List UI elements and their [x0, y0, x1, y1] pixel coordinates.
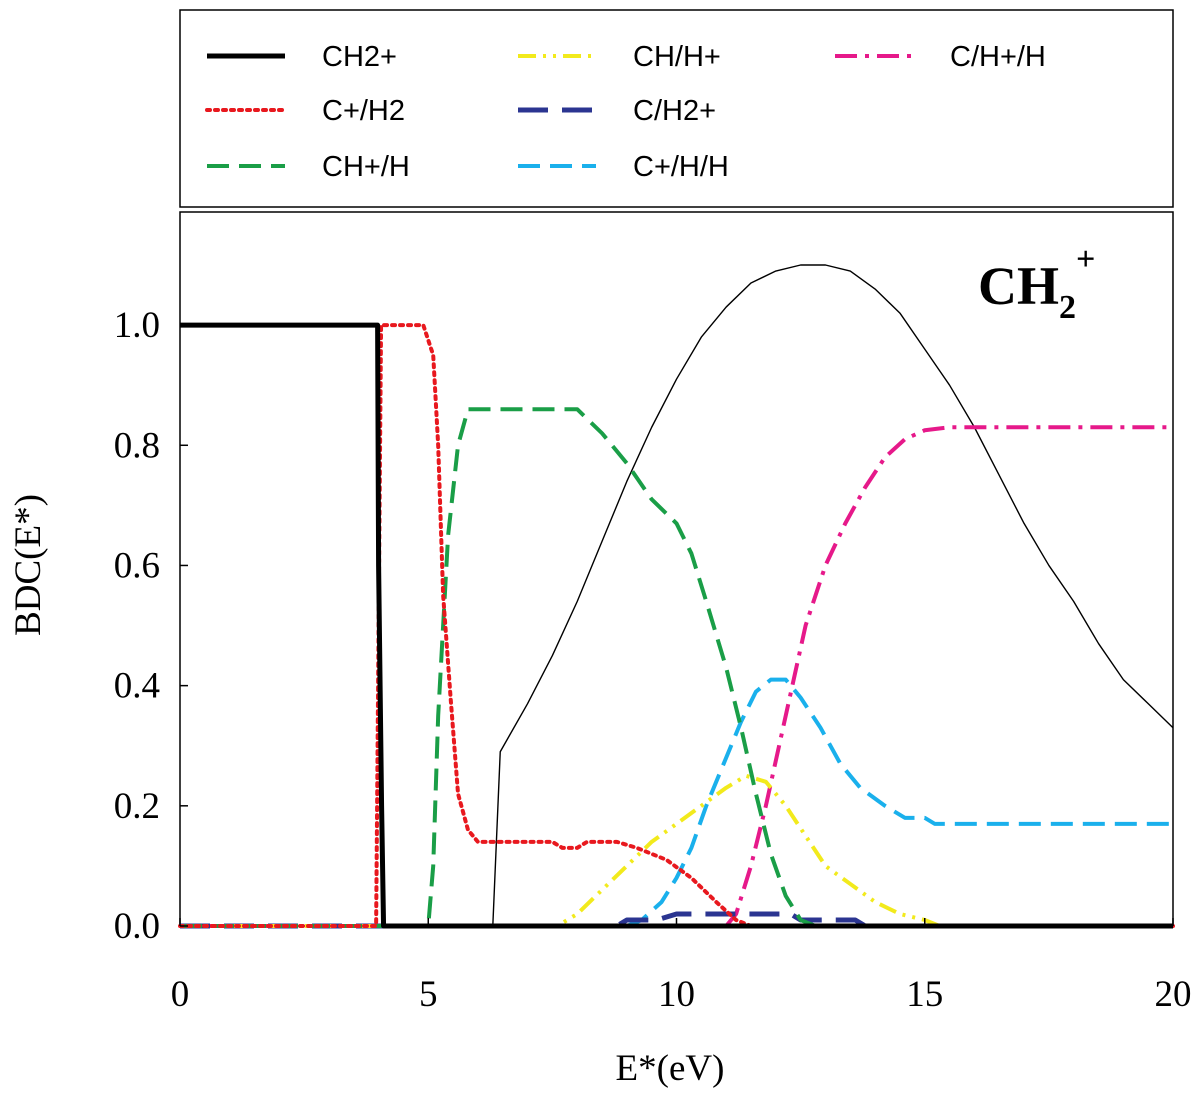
y-tick-label: 0.0	[114, 906, 160, 947]
formula-subscript: 2	[1059, 289, 1076, 326]
legend-label: CH+/H	[322, 151, 410, 183]
y-tick-label: 0.2	[114, 786, 160, 827]
legend-entry-c-h-h: C/H+/H	[835, 41, 1046, 73]
legend-label: CH2+	[322, 41, 397, 73]
plot-frame	[179, 211, 1174, 927]
y-tick-label: 1.0	[114, 305, 160, 346]
y-axis-title: BDC(E*)	[8, 494, 49, 636]
series-line-ch2	[180, 322, 1173, 929]
legend: CH2+ C+/H2 CH+/H CH/H+ C/H2+ C+/H/H C/H+/H	[205, 41, 1046, 183]
series-layer	[178, 264, 1175, 929]
x-tick-label: 10	[658, 974, 695, 1015]
legend-entry-ch-h: CH+/H	[207, 151, 410, 183]
x-tick-label: 0	[171, 974, 190, 1015]
x-tick-label: 15	[906, 974, 943, 1015]
legend-box	[179, 9, 1174, 208]
legend-entry-ch2: CH2+	[207, 41, 397, 73]
series-line-c-h2	[178, 323, 1175, 928]
series-line-ch-h	[180, 407, 1173, 928]
y-tick-label: 0.6	[114, 545, 160, 586]
legend-label: C/H+/H	[950, 41, 1046, 73]
y-tick-label: 0.4	[114, 666, 160, 707]
x-axis-title: E*(eV)	[616, 1048, 725, 1089]
formula-annotation: CH2+	[978, 241, 1095, 326]
legend-entry-c-h2: C+/H2	[205, 95, 405, 127]
legend-label: C/H2+	[633, 95, 716, 127]
series-line-c-h-h	[180, 425, 1173, 928]
x-tick-label: 5	[419, 974, 438, 1015]
legend-label: C+/H2	[322, 95, 405, 127]
series-line-ch-h	[180, 773, 1173, 928]
series-line-energy-distribution	[492, 264, 1174, 927]
formula-main: CH	[978, 256, 1059, 316]
series-line-c-h-h	[180, 677, 1173, 928]
legend-entry-c-h2: C/H2+	[518, 95, 716, 127]
legend-label: C+/H/H	[633, 151, 729, 183]
legend-entry-c-h-h: C+/H/H	[518, 151, 729, 183]
y-tick-label: 0.8	[114, 425, 160, 466]
legend-label: CH/H+	[633, 41, 721, 73]
series-line-c-h2	[180, 911, 1173, 929]
legend-entry-ch-h: CH/H+	[518, 41, 721, 73]
formula-superscript: +	[1076, 241, 1095, 278]
svg-text:CH2+: CH2+	[978, 241, 1095, 326]
axes: 0 5 10 15 20 0.0 0.2 0.4 0.6 0.8 1.0	[114, 305, 1192, 1015]
x-tick-label: 20	[1155, 974, 1192, 1015]
